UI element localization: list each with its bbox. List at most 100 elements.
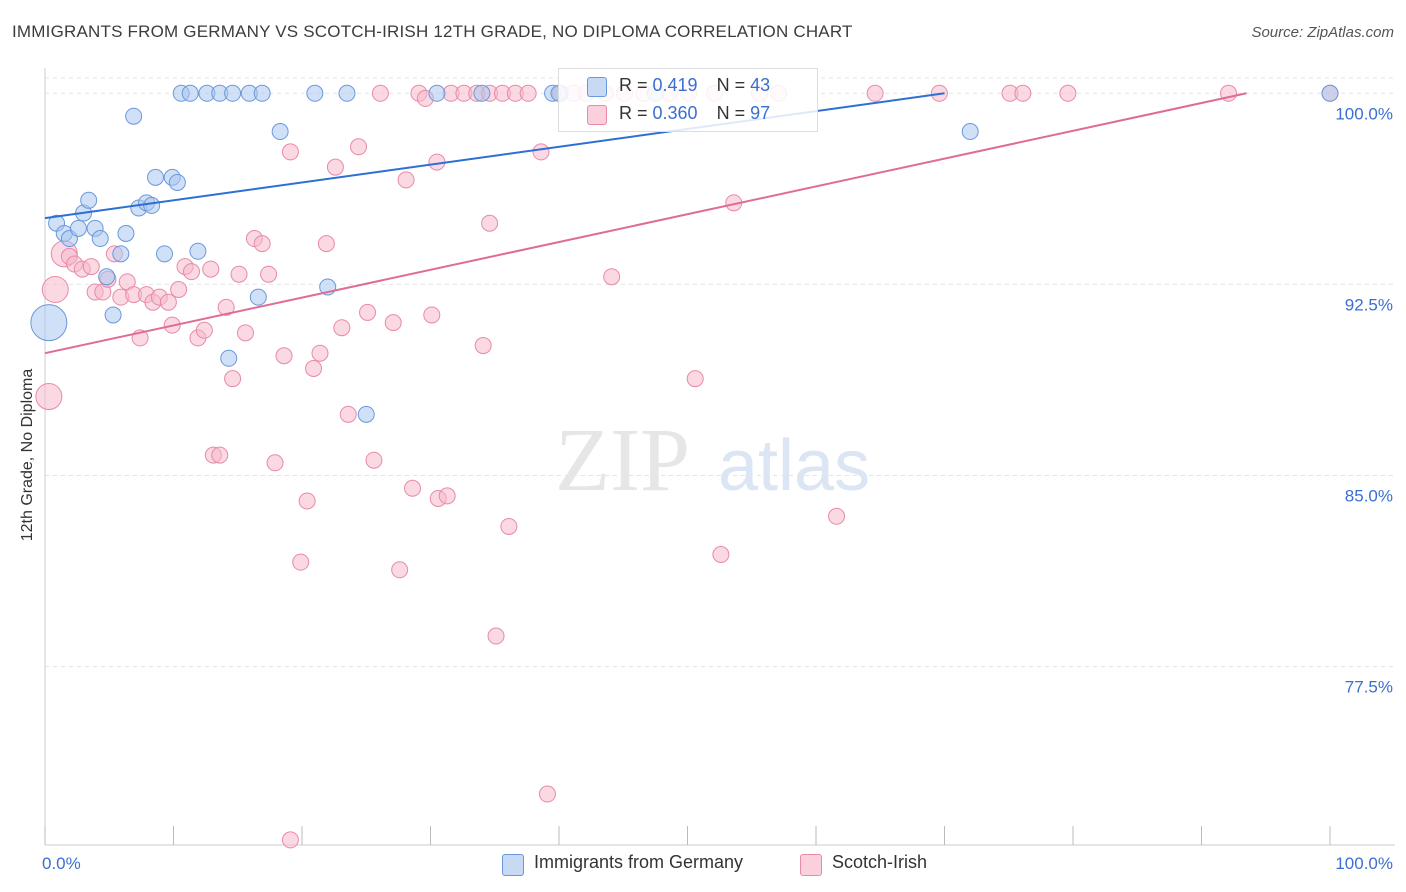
source-label: Source: ZipAtlas.com: [1251, 24, 1394, 41]
scotch-irish-point: [236, 324, 254, 342]
series-legend-swatch-germany: [502, 854, 524, 876]
gridlines: [45, 77, 1395, 668]
scotch-irish-point: [159, 293, 177, 311]
legend-r-value: 0.360: [652, 103, 698, 123]
scotch-irish-point: [519, 84, 537, 102]
germany-point: [428, 84, 446, 102]
legend-row-scotch-irish: R = 0.360 N = 97: [619, 103, 770, 124]
scotch-irish-point: [211, 446, 229, 464]
germany-point: [357, 405, 375, 423]
x-tick-label: 0.0%: [42, 854, 81, 873]
tick-labels: 100.0% 92.5% 85.0% 77.5% 0.0% 100.0%: [42, 104, 1393, 873]
y-axis-label: 12th Grade, No Diploma: [19, 368, 36, 542]
scotch-irish-point: [202, 260, 220, 278]
germany-point: [189, 242, 207, 260]
scotch-irish-point: [1014, 84, 1032, 102]
legend-n-label: N =: [716, 103, 751, 123]
scotch-irish-point: [298, 492, 316, 510]
scotch-irish-point: [281, 143, 299, 161]
scotch-irish-point: [438, 487, 456, 505]
germany-point: [80, 191, 98, 209]
series-legend: Immigrants from Germany Scotch-Irish: [0, 852, 1406, 878]
scotch-irish-point: [275, 347, 293, 365]
germany-point: [168, 173, 186, 191]
scotch-irish-point: [603, 268, 621, 286]
germany-point: [147, 168, 165, 186]
scotch-irish-point: [230, 265, 248, 283]
scotch-irish-point: [1059, 84, 1077, 102]
germany-point: [143, 196, 161, 214]
legend-r-value: 0.419: [652, 75, 698, 95]
scotch-irish-point: [170, 280, 188, 298]
scotch-irish-point: [686, 370, 704, 388]
scotch-irish-point: [281, 831, 299, 849]
scotch-irish-point: [474, 337, 492, 355]
legend-r-label: R =: [619, 103, 653, 123]
scotch-irish-point: [481, 214, 499, 232]
scotch-irish-point: [397, 171, 415, 189]
germany-point: [473, 84, 491, 102]
y-tick-label: 92.5%: [1345, 295, 1393, 314]
germany-point: [271, 123, 289, 141]
y-tick-label: 77.5%: [1345, 678, 1393, 697]
legend-swatch-germany: [587, 77, 607, 97]
scotch-irish-point: [712, 546, 730, 564]
scotch-irish-point: [326, 158, 344, 176]
germany-point: [125, 107, 143, 125]
scotch-irish-point: [866, 84, 884, 102]
germany-point: [104, 306, 122, 324]
scotch-irish-point: [339, 405, 357, 423]
series-legend-scotch-irish: Scotch-Irish: [832, 852, 928, 872]
scotch-irish-point: [359, 303, 377, 321]
germany-point: [1321, 84, 1339, 102]
scotch-irish-point: [182, 263, 200, 281]
scotch-irish-point: [305, 359, 323, 377]
scotch-irish-trend-line: [44, 92, 1247, 355]
scotch-irish-point: [350, 138, 368, 156]
x-tick-label: 100.0%: [1335, 854, 1393, 873]
scotch-irish-point: [391, 561, 409, 579]
watermark-atlas: atlas: [718, 426, 870, 506]
stats-legend: R = 0.419 N = 43 R = 0.360 N = 97: [558, 68, 818, 132]
trend-lines: [44, 92, 1247, 355]
scotch-irish-point: [500, 517, 518, 535]
chart-title: IMMIGRANTS FROM GERMANY VS SCOTCH-IRISH …: [12, 22, 853, 41]
germany-point: [181, 84, 199, 102]
scotch-irish-point: [371, 84, 389, 102]
y-tick-label: 100.0%: [1335, 104, 1393, 123]
axes: [44, 68, 1395, 846]
scotch-irish-point: [266, 454, 284, 472]
legend-n-value: 43: [750, 75, 771, 95]
scotch-irish-point: [404, 479, 422, 497]
legend-r-label: R =: [619, 75, 653, 95]
scotch-irish-point: [828, 507, 846, 525]
scotch-irish-point: [384, 314, 402, 332]
germany-point: [30, 304, 68, 342]
germany-point: [112, 245, 130, 263]
series-germany-points: [30, 84, 1339, 423]
scotch-irish-point: [292, 553, 310, 571]
watermark-zip: ZIP: [555, 411, 690, 510]
series-legend-germany: Immigrants from Germany: [534, 852, 744, 872]
scotch-irish-point: [253, 235, 271, 253]
germany-point: [961, 123, 979, 141]
scotch-irish-point: [41, 275, 69, 303]
scotch-irish-point: [224, 370, 242, 388]
scotch-irish-point: [317, 235, 335, 253]
scotch-irish-point: [333, 319, 351, 337]
germany-point: [249, 288, 267, 306]
scotch-irish-point: [365, 451, 383, 469]
scotch-irish-point: [35, 383, 63, 411]
legend-swatch-scotch-irish: [587, 105, 607, 125]
germany-point: [91, 230, 109, 248]
scotch-irish-point: [487, 627, 505, 645]
germany-point: [156, 245, 174, 263]
scotch-irish-point: [260, 265, 278, 283]
legend-n-label: N =: [716, 75, 751, 95]
legend-n-value: 97: [750, 103, 771, 123]
scotch-irish-point: [311, 344, 329, 362]
germany-point: [306, 84, 324, 102]
germany-point: [224, 84, 242, 102]
series-legend-swatch-scotch-irish: [800, 854, 822, 876]
